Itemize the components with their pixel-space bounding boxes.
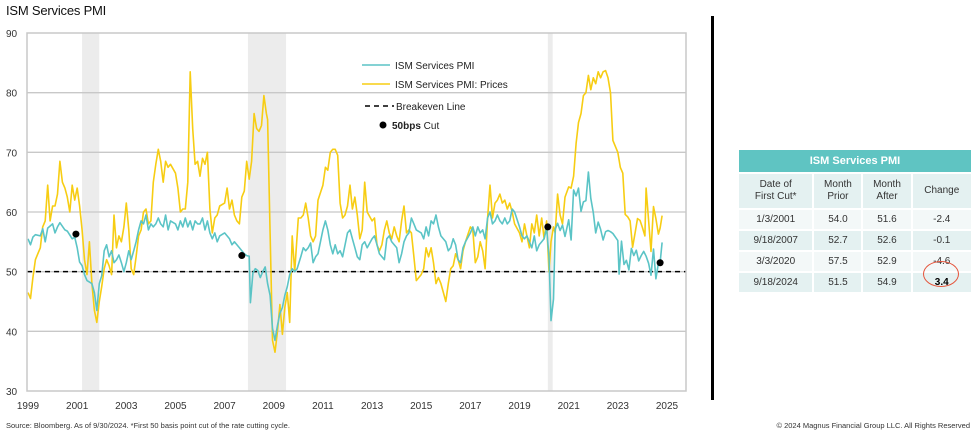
table-row: 9/18/2007 52.7 52.6 -0.1 <box>739 231 971 250</box>
series-line-pmi <box>27 171 663 342</box>
copyright: © 2024 Magnus Financial Group LLC. All R… <box>776 421 970 430</box>
y-axis: 30 40 50 60 70 80 90 <box>6 29 18 398</box>
legend-label-cut: 50bps Cut <box>392 121 439 132</box>
table-row: 1/3/2001 54.0 51.6 -2.4 <box>739 210 971 229</box>
col-header-prior-text: Month Prior <box>824 179 852 202</box>
col-header-date: Date of First Cut* <box>739 174 813 208</box>
cell-change: -2.4 <box>912 210 971 229</box>
x-tick-label: 2015 <box>410 401 433 412</box>
col-header-after: Month After <box>863 174 911 208</box>
y-tick-label: 30 <box>6 387 18 398</box>
y-tick-label: 40 <box>6 327 18 338</box>
legend-label-pmi: ISM Services PMI <box>395 61 474 72</box>
y-tick-label: 90 <box>6 29 18 40</box>
x-tick-label: 2019 <box>508 401 531 412</box>
legend-swatch-cut <box>379 121 387 129</box>
col-header-prior: Month Prior <box>814 174 862 208</box>
x-tick-label: 2005 <box>164 401 187 412</box>
col-header-change: Change <box>912 174 971 208</box>
col-header-after-text: Month After <box>873 179 901 202</box>
y-tick-label: 50 <box>6 268 18 279</box>
vertical-divider <box>711 16 714 400</box>
legend-label-cut-bold: 50bps <box>392 121 421 132</box>
y-tick-label: 60 <box>6 208 18 219</box>
cell-prior: 54.0 <box>814 210 862 229</box>
x-tick-label: 2023 <box>607 401 630 412</box>
x-axis: 1999 2001 2003 2005 2007 2009 2011 2013 2015 2017… <box>17 401 679 412</box>
x-tick-label: 2007 <box>213 401 236 412</box>
x-tick-label: 1999 <box>17 401 40 412</box>
series-lines <box>27 69 663 353</box>
plot-border <box>26 32 687 392</box>
x-tick-label: 2013 <box>361 401 384 412</box>
cell-date: 3/3/2020 <box>739 252 813 271</box>
legend-label-prices: ISM Services PMI: Prices <box>395 80 508 91</box>
table-row: 3/3/2020 57.5 52.9 -4.6 <box>739 252 971 271</box>
cut-table: ISM Services PMI Date of First Cut* Mont… <box>737 148 973 294</box>
x-tick-label: 2009 <box>263 401 286 412</box>
cell-prior: 51.5 <box>814 273 862 292</box>
chart-title: ISM Services PMI <box>6 3 107 18</box>
col-header-date-text: Date of First Cut* <box>754 179 797 202</box>
cell-change: -0.1 <box>912 231 971 250</box>
x-tick-label: 2003 <box>115 401 138 412</box>
highlight-circle <box>923 261 959 287</box>
x-tick-label: 2021 <box>558 401 581 412</box>
cell-prior: 52.7 <box>814 231 862 250</box>
series-line-prices <box>27 69 663 353</box>
cell-after: 51.6 <box>863 210 911 229</box>
cell-after: 54.9 <box>863 273 911 292</box>
source-note: Source: Bloomberg. As of 9/30/2024. *Fir… <box>6 421 290 430</box>
x-tick-label: 2001 <box>66 401 89 412</box>
pmi-chart: 30 40 50 60 70 80 90 1999 2001 2003 2005 2007 2009 2… <box>6 29 687 412</box>
table-title: ISM Services PMI <box>739 150 971 172</box>
legend-label-cut-rest: Cut <box>421 121 440 132</box>
cell-prior: 57.5 <box>814 252 862 271</box>
cut-marker <box>656 259 664 267</box>
legend-label-breakeven: Breakeven Line <box>396 102 466 113</box>
col-header-change-text: Change <box>924 185 960 196</box>
cut-markers <box>72 223 664 267</box>
x-tick-label: 2017 <box>459 401 482 412</box>
cell-after: 52.6 <box>863 231 911 250</box>
cell-date: 9/18/2007 <box>739 231 813 250</box>
cell-date: 9/18/2024 <box>739 273 813 292</box>
y-tick-label: 80 <box>6 89 18 100</box>
cut-marker <box>544 223 552 231</box>
cell-after: 52.9 <box>863 252 911 271</box>
y-tick-label: 70 <box>6 148 18 159</box>
cut-marker <box>72 230 80 238</box>
legend: ISM Services PMI ISM Services PMI: Price… <box>362 61 508 132</box>
cell-date: 1/3/2001 <box>739 210 813 229</box>
x-tick-label: 2025 <box>656 401 679 412</box>
x-tick-label: 2011 <box>312 401 334 412</box>
cut-marker <box>238 252 246 260</box>
